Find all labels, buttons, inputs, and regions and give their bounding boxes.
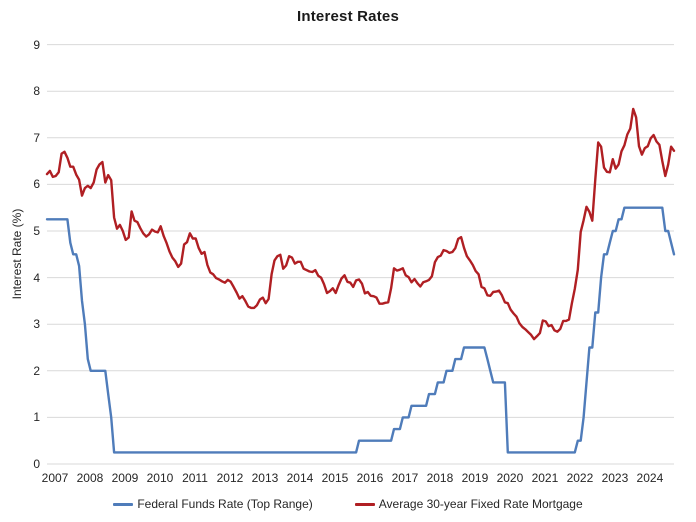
series-line-1	[45, 107, 676, 341]
x-tick-label: 2009	[111, 471, 139, 485]
x-tick-label: 2019	[461, 471, 489, 485]
legend-item-mortgage-rate: Average 30-year Fixed Rate Mortgage	[354, 497, 583, 511]
y-tick-label: 7	[33, 130, 40, 145]
x-tick-label: 2010	[146, 471, 174, 485]
y-tick-label: 9	[33, 37, 40, 52]
x-tick-label: 2022	[566, 471, 594, 485]
x-tick-label: 2017	[391, 471, 419, 485]
series-line-0	[45, 206, 676, 454]
federal-funds-line-swatch	[113, 502, 134, 506]
x-tick-label: 2021	[531, 471, 559, 485]
x-tick-label: 2018	[426, 471, 454, 485]
x-tick-label: 2014	[286, 471, 314, 485]
legend: Federal Funds Rate (Top Range) Average 3…	[0, 495, 696, 513]
y-tick-label: 2	[33, 363, 40, 378]
x-tick-label: 2012	[216, 471, 244, 485]
x-tick-label: 2020	[496, 471, 524, 485]
x-tick-label: 2015	[321, 471, 349, 485]
y-tick-label: 5	[33, 224, 40, 238]
y-tick-label: 1	[33, 410, 40, 425]
y-tick-label: 4	[33, 270, 40, 285]
chart-title: Interest Rates	[296, 8, 399, 25]
y-tick-label: 3	[33, 317, 40, 332]
legend-label-mortgage-rate: Average 30-year Fixed Rate Mortgage	[378, 497, 583, 511]
y-tick-label: 0	[33, 457, 40, 471]
x-tick-label: 2024	[636, 471, 664, 485]
y-tick-label: 6	[33, 177, 40, 192]
x-tick-label: 2016	[356, 471, 384, 485]
x-tick-label: 2013	[251, 471, 279, 485]
mortgage-line-swatch	[354, 502, 375, 506]
legend-item-federal-funds-rate: Federal Funds Rate (Top Range)	[113, 497, 313, 511]
x-tick-label: 2011	[182, 471, 208, 485]
x-tick-label: 2008	[76, 471, 104, 485]
legend-label-federal-funds-rate: Federal Funds Rate (Top Range)	[137, 497, 313, 511]
x-tick-label: 2023	[601, 471, 629, 485]
y-tick-label: 8	[33, 84, 40, 99]
x-tick-label: 2007	[41, 471, 69, 485]
